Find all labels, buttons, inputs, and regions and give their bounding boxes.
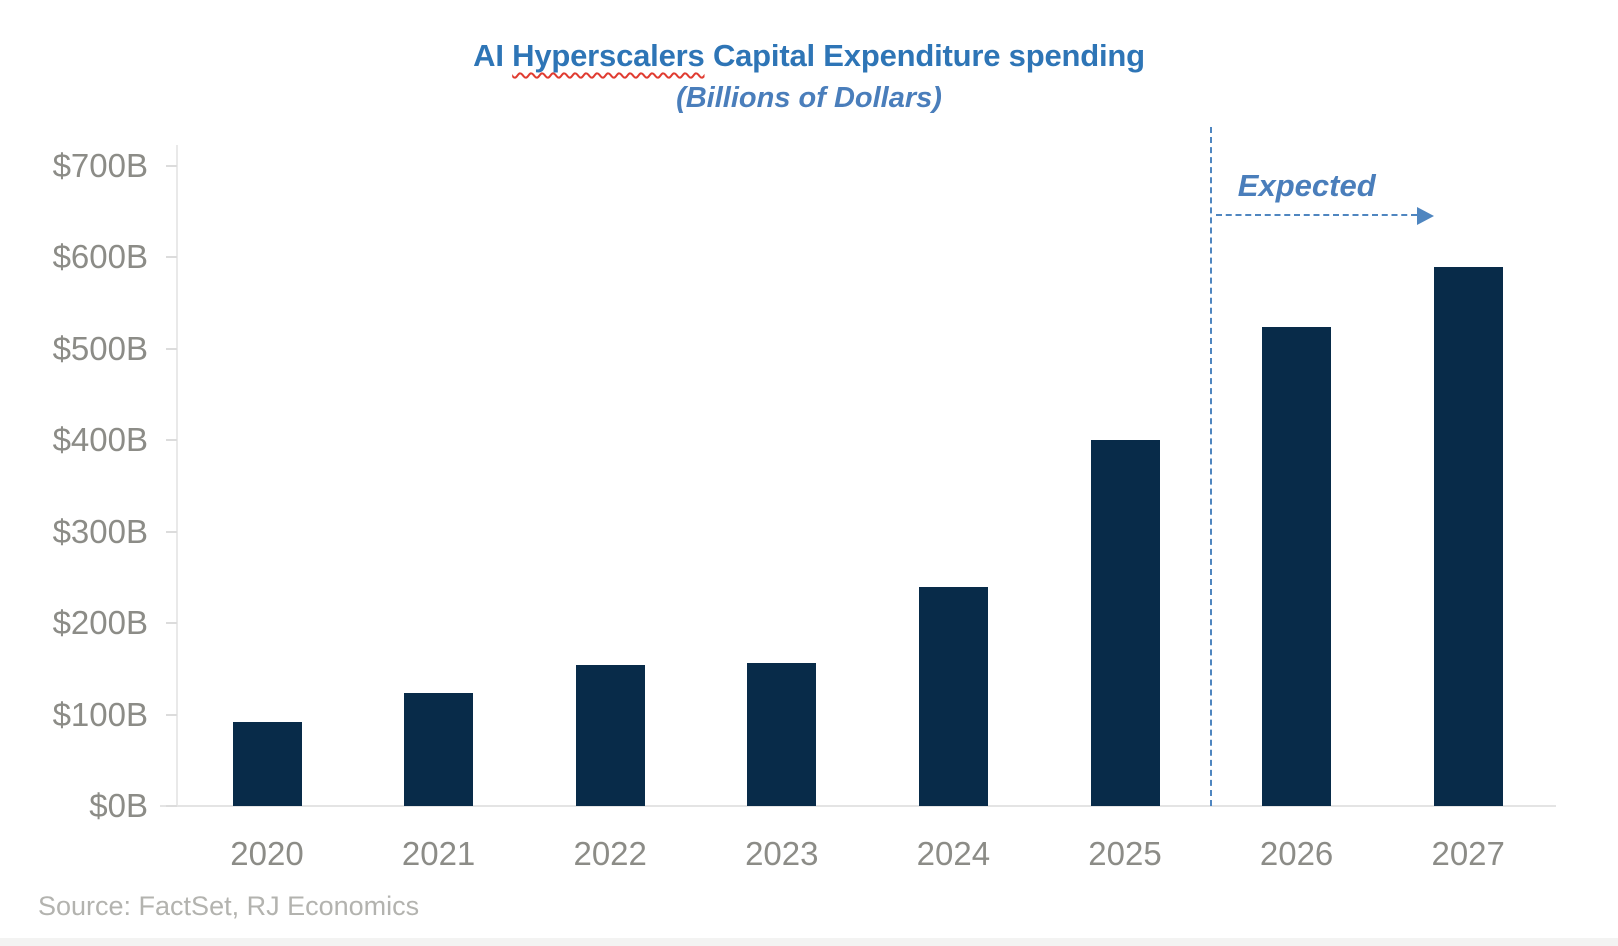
source-attribution: Source: FactSet, RJ Economics — [38, 891, 420, 921]
chart-title-misspelled-word: Hyperscalers — [512, 38, 705, 73]
bar-2020 — [232, 721, 302, 806]
x-axis-tick-label: 2020 — [230, 835, 304, 872]
chart-title-pre: AI — [473, 38, 513, 73]
forecast-divider-dashed-line — [1209, 127, 1212, 806]
bar-2025 — [1090, 440, 1160, 806]
y-axis-tick-label: $700B — [52, 147, 148, 184]
x-axis-tick-label: 2025 — [1088, 835, 1162, 872]
x-axis-tick-label: 2023 — [745, 835, 819, 872]
y-axis-tick-mark — [166, 165, 177, 167]
chart-title: AI Hyperscalers Capital Expenditure spen… — [0, 38, 1618, 74]
bar-2027 — [1433, 267, 1503, 806]
chart-title-post: Capital Expenditure spending — [704, 38, 1145, 73]
x-axis-tick-label: 2027 — [1431, 835, 1505, 872]
bar-2024 — [918, 586, 988, 806]
y-axis-tick-mark — [166, 256, 177, 259]
bar-2026 — [1262, 326, 1332, 806]
y-axis-tick-label: $400B — [52, 421, 148, 459]
expected-arrow-dashed-line — [1215, 214, 1417, 216]
y-axis-tick-label: $600B — [52, 238, 148, 276]
y-axis-tick-mark — [166, 805, 177, 807]
expected-annotation-label: Expected — [1237, 168, 1376, 203]
x-axis-tick-label: 2024 — [916, 835, 991, 872]
bottom-edge-strip — [0, 938, 1618, 946]
y-axis-tick-mark — [166, 622, 177, 625]
y-axis-tick-label: $100B — [52, 695, 148, 733]
x-axis-tick-label: 2026 — [1259, 835, 1334, 872]
bar-2022 — [575, 665, 645, 806]
bar-2021 — [404, 692, 474, 806]
y-axis-tick-mark — [166, 439, 177, 442]
expected-arrow-head-icon — [1416, 207, 1434, 225]
y-axis-tick-mark — [166, 530, 177, 533]
x-axis-tick-label: 2021 — [401, 835, 476, 872]
y-axis-tick-mark — [166, 347, 177, 350]
x-axis-baseline — [160, 805, 1556, 807]
chart-subtitle: (Billions of Dollars) — [676, 82, 942, 114]
y-axis-tick-label: $0B — [89, 787, 148, 824]
y-axis-tick-label: $500B — [52, 329, 148, 367]
y-axis-tick-label: $200B — [52, 604, 148, 642]
y-axis-tick-mark — [166, 713, 177, 716]
y-axis-tick-label: $300B — [52, 512, 148, 550]
bar-2023 — [747, 663, 817, 806]
x-axis-tick-label: 2022 — [573, 835, 647, 872]
y-axis-line — [176, 145, 178, 806]
